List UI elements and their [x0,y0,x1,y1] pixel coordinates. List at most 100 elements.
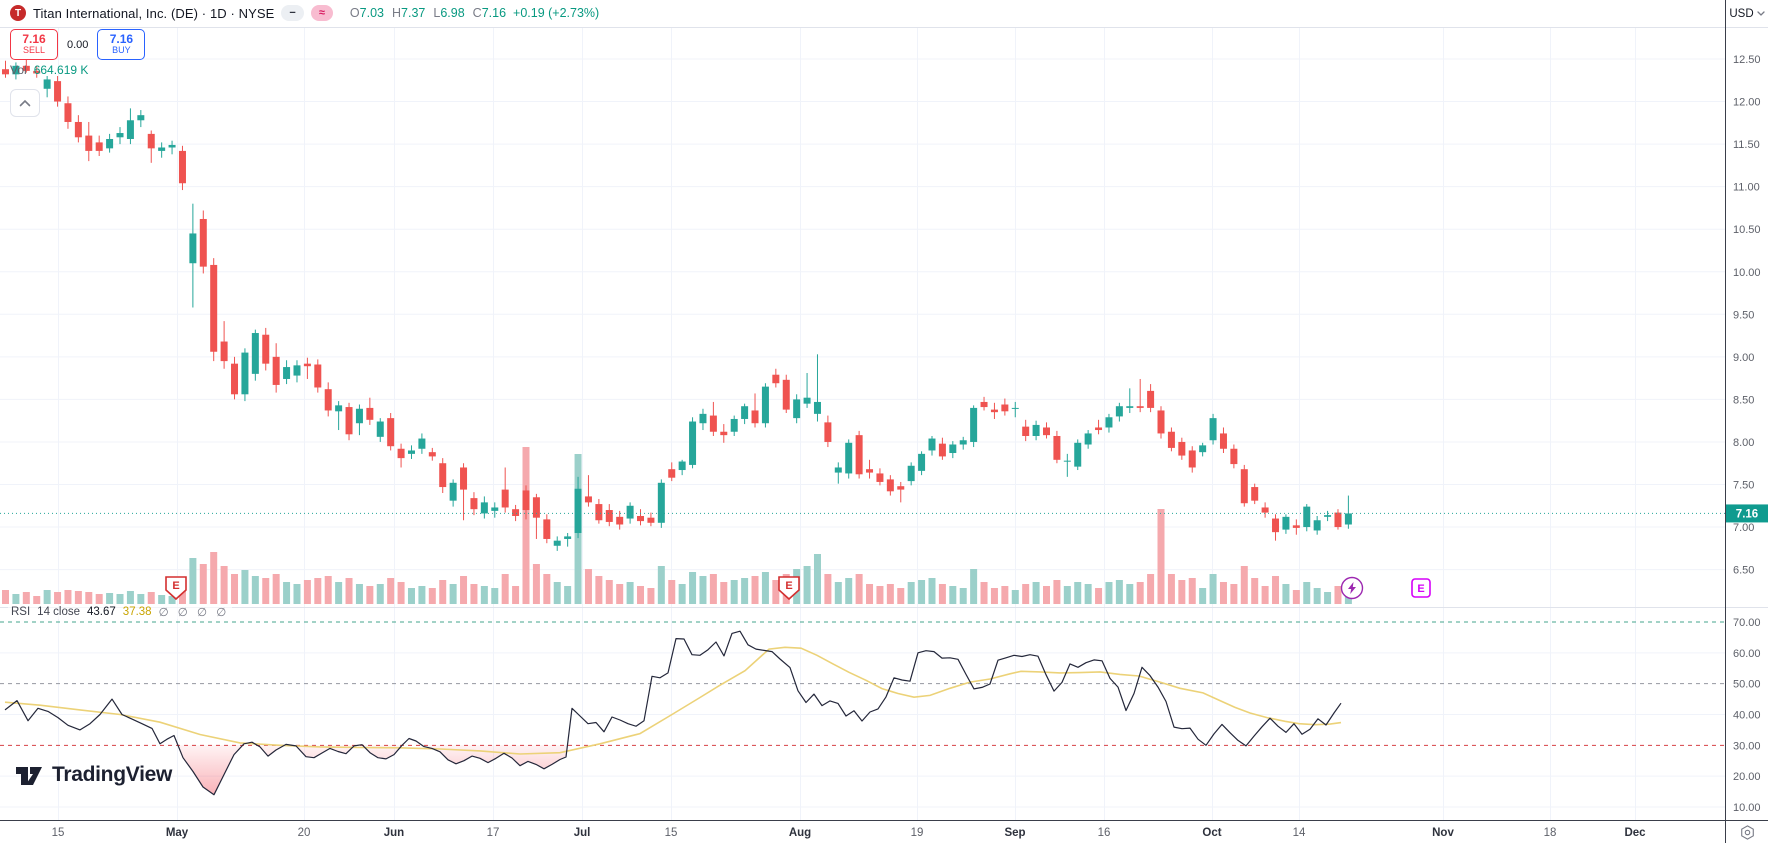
volume-bar[interactable] [74,591,82,604]
candle[interactable] [314,359,322,393]
tradingview-watermark[interactable]: TradingView [14,760,172,790]
volume-bar[interactable] [272,574,280,604]
volume-bar[interactable] [1095,588,1103,604]
candle[interactable] [1147,384,1155,413]
volume-bar[interactable] [1032,582,1040,604]
candle[interactable] [366,397,374,425]
candle[interactable] [428,447,436,461]
volume-bar[interactable] [886,584,894,604]
candle[interactable] [782,374,790,414]
volume-bar[interactable] [845,578,853,604]
candle[interactable] [199,210,207,274]
volume-bar[interactable] [1188,578,1196,604]
time-axis[interactable]: 15 May 20 Jun 17 Jul 15 Aug 19 Sep 16 Oct 14 Nov 18 Dec [52,827,1647,839]
volume-bar[interactable] [470,584,478,604]
candle[interactable] [1188,446,1196,473]
candle[interactable] [803,373,811,408]
volume-bar[interactable] [178,588,186,604]
volume-bar[interactable] [741,578,749,604]
volume-bar[interactable] [460,576,468,604]
candle[interactable] [387,413,395,451]
candle[interactable] [813,354,821,422]
candle[interactable] [418,433,426,454]
candle[interactable] [938,437,946,460]
candle[interactable] [1043,422,1050,439]
wave-pill-icon[interactable]: ≈ [310,5,333,21]
minimize-pill-icon[interactable]: − [281,5,304,21]
volume-bar[interactable] [907,582,915,604]
candle[interactable] [1105,413,1113,433]
volume-bar[interactable] [897,588,905,604]
candle[interactable] [1136,378,1144,413]
volume-bar[interactable] [158,595,166,604]
symbol-title[interactable]: Titan International, Inc. (DE) · 1D · NY… [33,5,275,21]
earnings-badge[interactable]: E [165,576,187,601]
volume-bar[interactable] [231,574,239,604]
volume-bar[interactable] [43,590,51,604]
candle[interactable] [1095,419,1103,435]
candle[interactable] [54,76,62,107]
volume-bar[interactable] [324,576,332,604]
candle[interactable] [1272,514,1280,541]
candle[interactable] [95,135,103,157]
volume-bar[interactable] [1136,582,1144,604]
candle[interactable] [1261,502,1269,518]
candle[interactable] [772,368,780,388]
volume-bar[interactable] [543,574,551,604]
candle[interactable] [793,394,801,424]
volume-bar[interactable] [876,586,884,604]
candle[interactable] [699,408,707,431]
volume-bar[interactable] [918,580,926,604]
candle[interactable] [355,404,363,436]
volume-bar[interactable] [1043,586,1050,604]
candle[interactable] [501,467,509,513]
volume-bar[interactable] [314,578,322,604]
rsi-ma-line[interactable] [4,646,1342,755]
candle[interactable] [1178,437,1186,460]
volume-bar[interactable] [1053,580,1061,604]
future-earnings-badge[interactable]: E [1411,578,1431,598]
candle[interactable] [1324,510,1332,522]
candle[interactable] [876,468,884,486]
candle[interactable] [855,430,863,479]
volume-bar[interactable] [449,584,457,604]
volume-bar[interactable] [137,594,145,604]
volume-bar[interactable] [1126,584,1134,604]
volume-bar[interactable] [95,594,103,604]
candle[interactable] [397,443,405,468]
collapse-pane-button[interactable] [10,89,40,117]
candle[interactable] [168,140,176,155]
candle[interactable] [522,485,530,520]
volume-bar[interactable] [866,584,874,604]
candle[interactable] [897,481,905,503]
volume-bar[interactable] [12,594,20,604]
volume-bar[interactable] [387,578,395,604]
volume-bar[interactable] [283,582,291,604]
volume-bar[interactable] [303,580,311,604]
rsi-indicator-name[interactable]: RSI [11,606,31,618]
volume-bar[interactable] [33,596,41,604]
volume-bar[interactable] [1157,509,1165,604]
candle[interactable] [959,436,967,450]
candle[interactable] [85,121,93,162]
volume-bar[interactable] [668,580,676,604]
volume-bar[interactable] [491,588,499,604]
volume-bar[interactable] [210,552,218,604]
candle[interactable] [2,60,9,78]
candle[interactable] [637,509,645,526]
candle[interactable] [335,401,343,431]
volume-bar[interactable] [126,591,134,604]
volume-bar[interactable] [522,447,530,604]
candle[interactable] [1240,464,1248,507]
volume-bar[interactable] [1230,584,1238,604]
candle[interactable] [668,462,676,482]
volume-bar[interactable] [647,588,655,604]
candle[interactable] [553,536,561,551]
volume-bar[interactable] [54,592,62,604]
candle[interactable] [12,62,20,80]
candle[interactable] [1022,419,1030,442]
volume-bar[interactable] [657,566,665,604]
candle[interactable] [407,445,415,459]
volume-bar[interactable] [22,592,30,604]
volume-bar[interactable] [199,564,207,604]
